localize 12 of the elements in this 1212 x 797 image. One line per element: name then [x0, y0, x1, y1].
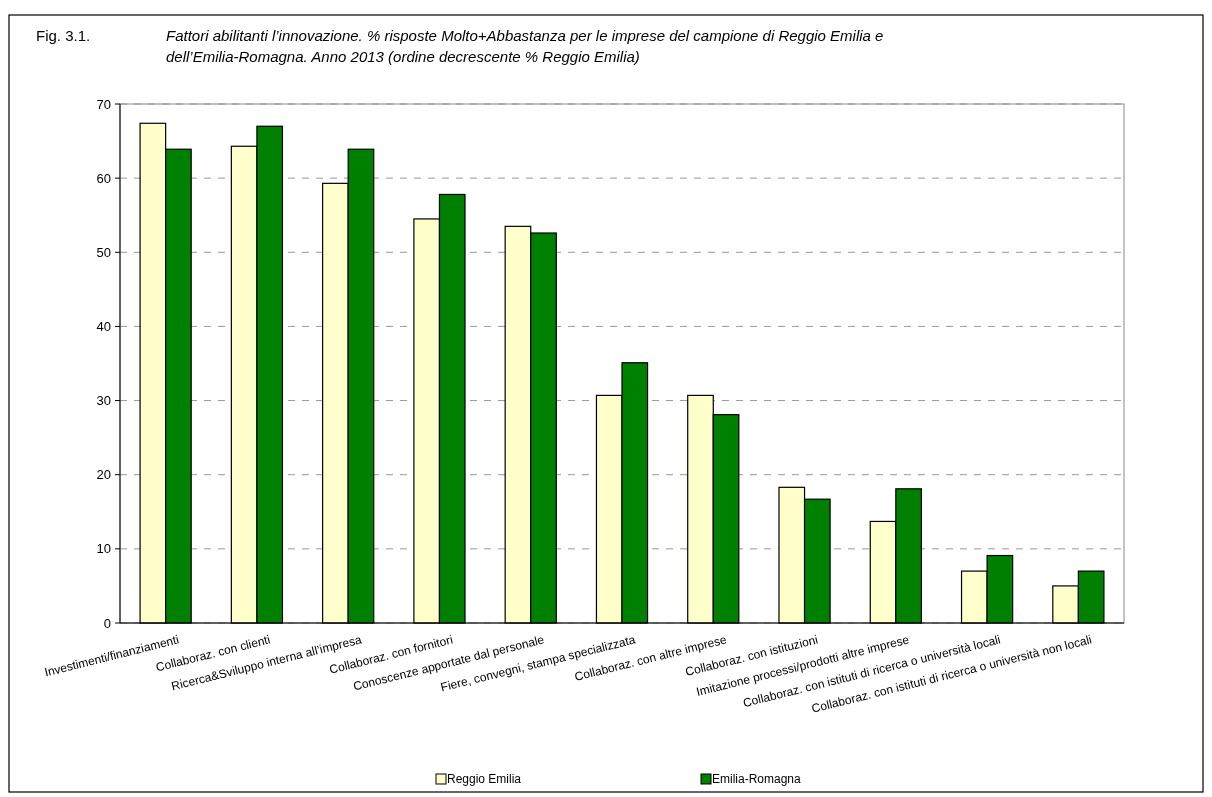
y-tick-label: 30	[96, 393, 111, 409]
y-tick-label: 20	[96, 467, 111, 483]
y-tick-label: 40	[96, 318, 111, 334]
y-tick-label: 50	[96, 244, 111, 260]
chart-title: Fig. 3.1.	[36, 27, 91, 44]
y-tick-label: 0	[103, 615, 111, 631]
chart-subtitle: Fattori abilitanti l’innovazione. % risposte Molto+Abbastanza per le imprese del campione di Reggio Emilia e dell’Emilia-Romagna. Anno 2013 (ordine decrescente % Reggio Emilia)	[166, 27, 884, 65]
y-tick-label: 70	[96, 96, 111, 112]
legend-label: Reggio Emilia	[447, 772, 522, 787]
y-tick-label: 60	[96, 170, 111, 186]
y-tick-label: 10	[96, 541, 111, 557]
legend-label: Emilia-Romagna	[712, 772, 802, 787]
